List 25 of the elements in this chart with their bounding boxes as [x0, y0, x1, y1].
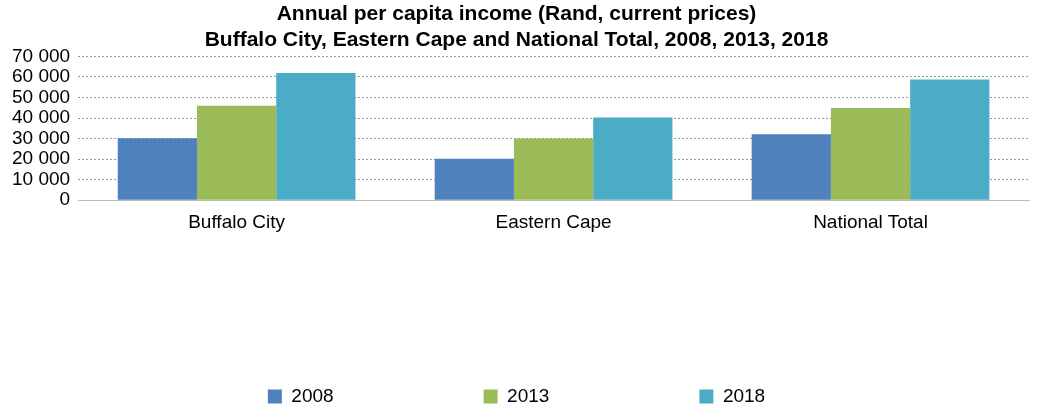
- y-tick-label: 20 000: [11, 147, 71, 169]
- legend-label: 2013: [507, 384, 550, 406]
- legend-label: 2018: [722, 384, 766, 406]
- bar: [751, 134, 831, 200]
- x-tick-label: Eastern Cape: [495, 210, 612, 232]
- y-tick-label: 50 000: [11, 85, 71, 107]
- x-tick-label: National Total: [813, 210, 928, 232]
- bar: [276, 73, 356, 200]
- bar: [513, 138, 594, 200]
- bar: [593, 117, 673, 200]
- bar: [117, 138, 197, 200]
- y-tick-label: 30 000: [11, 126, 71, 148]
- bar: [434, 158, 514, 200]
- y-tick-label: 0: [59, 188, 71, 210]
- x-tick-label: Buffalo City: [188, 210, 286, 232]
- y-tick-label: 40 000: [11, 106, 71, 128]
- bar: [910, 79, 990, 200]
- y-tick-label: 60 000: [11, 65, 71, 87]
- bar: [196, 105, 277, 200]
- y-tick-label: 10 000: [11, 167, 71, 189]
- legend-label: 2008: [291, 384, 334, 406]
- chart-title: Annual per capita income (Rand, current prices): [276, 1, 757, 25]
- y-tick-label: 70 000: [11, 44, 71, 66]
- chart-subtitle: Buffalo City, Eastern Cape and National Total, 2008, 2013, 2018: [204, 26, 829, 50]
- bar: [830, 107, 911, 200]
